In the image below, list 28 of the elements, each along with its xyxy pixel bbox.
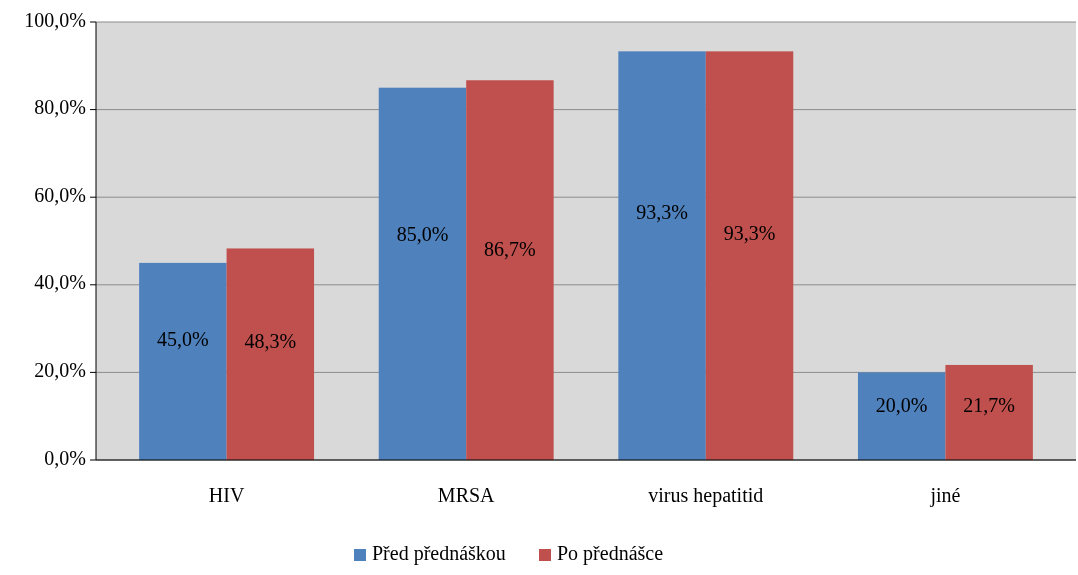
bar	[466, 80, 554, 460]
bar	[378, 87, 467, 460]
y-tick-label: 0,0%	[44, 446, 86, 469]
bar	[226, 248, 315, 460]
y-tick-label: 60,0%	[34, 183, 86, 206]
legend-label: Před přednáškou	[372, 541, 506, 565]
data-label: 93,3%	[636, 201, 688, 224]
data-label: 45,0%	[157, 328, 209, 351]
bar	[139, 262, 227, 460]
bar	[945, 364, 1033, 460]
data-label: 20,0%	[875, 394, 928, 417]
data-label: 85,0%	[396, 223, 449, 246]
x-tick-label: jiné	[929, 484, 961, 507]
y-tick-label: 20,0%	[34, 358, 86, 381]
x-tick-label: HIV	[208, 484, 245, 506]
y-tick-label: 40,0%	[34, 271, 86, 294]
bar	[857, 372, 946, 460]
legend-label: Po přednášce	[557, 541, 664, 565]
data-label: 48,3%	[244, 330, 297, 353]
y-tick-label: 80,0%	[34, 96, 86, 119]
x-tick-label: MRSA	[437, 484, 496, 506]
bar	[618, 51, 706, 460]
data-label: 21,7%	[963, 394, 1015, 417]
data-label: 86,7%	[484, 237, 536, 260]
bar	[705, 51, 794, 460]
y-tick-label: 100,0%	[24, 8, 86, 31]
data-label: 93,3%	[723, 221, 776, 244]
x-tick-label: virus hepatitid	[648, 484, 764, 507]
